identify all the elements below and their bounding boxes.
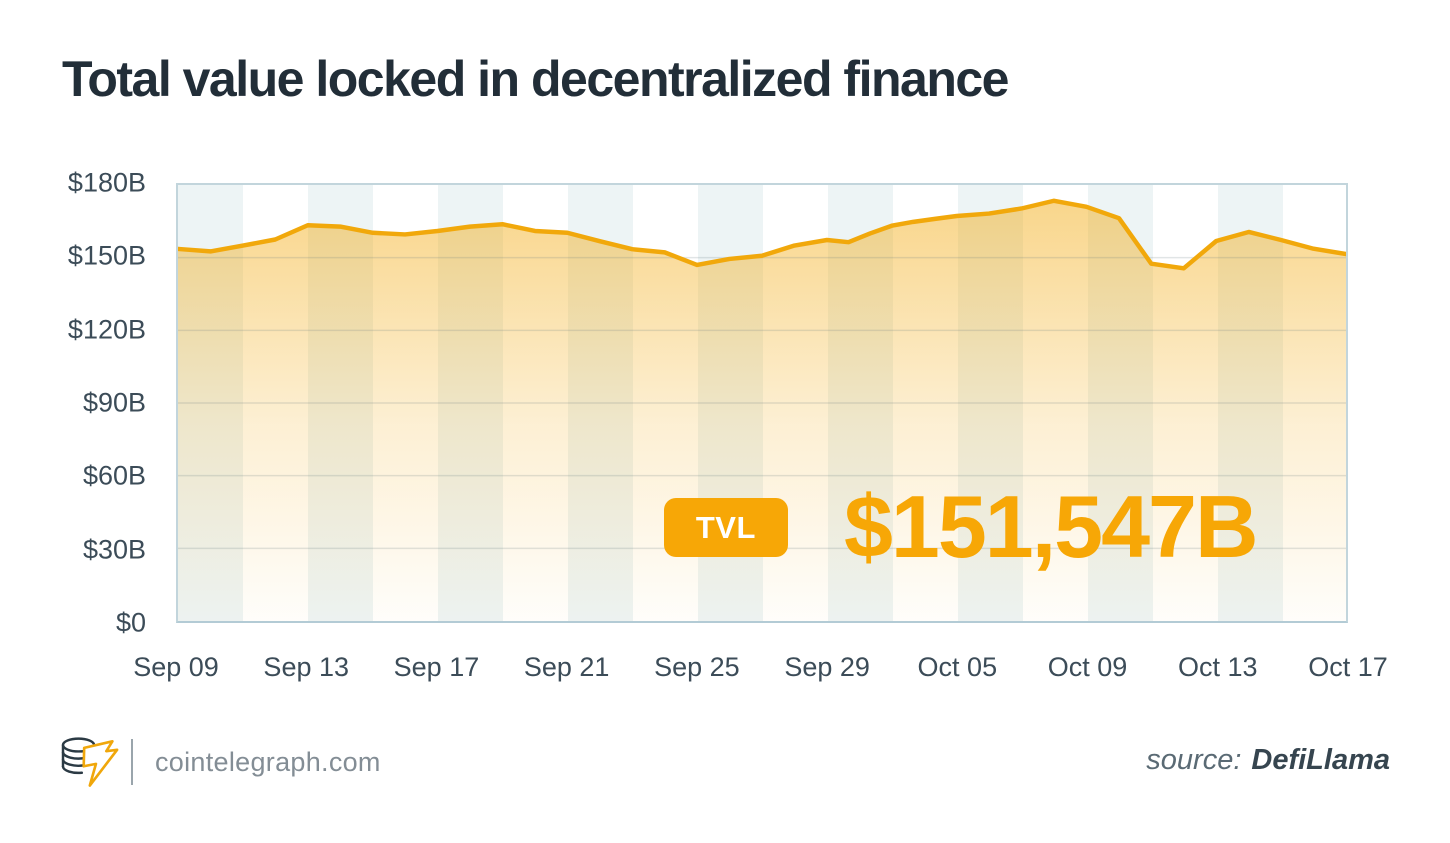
site-url: cointelegraph.com	[155, 746, 381, 777]
x-tick-label: Sep 17	[393, 652, 480, 682]
x-tick-label: Sep 29	[784, 652, 870, 682]
y-tick-label: $180B	[67, 167, 146, 198]
y-tick-label: $150B	[67, 240, 146, 271]
y-tick-label: $60B	[82, 460, 146, 491]
source-attribution: source: DefiLlama	[1146, 744, 1390, 777]
plot-area: TVL $151,547B	[176, 183, 1348, 623]
tvl-line	[178, 198, 1346, 271]
y-tick-label: $120B	[67, 314, 146, 345]
area-chart	[178, 185, 1346, 621]
y-tick-label: $0	[115, 607, 146, 638]
x-tick-label: Sep 09	[133, 652, 219, 682]
cointelegraph-logo-icon	[61, 737, 119, 787]
page-title: Total value locked in decentralized fina…	[62, 51, 1009, 107]
source-value: DefiLlama	[1251, 744, 1390, 776]
tvl-callout: TVL $151,547B	[663, 477, 1259, 577]
tvl-badge: TVL	[663, 497, 788, 557]
x-tick-label: Sep 13	[263, 652, 350, 682]
x-tick-label: Oct 05	[917, 652, 998, 682]
x-axis: Sep 09 Sep 13 Sep 17 Sep 21 Sep 25 Sep 29 Oct …	[133, 652, 1388, 688]
x-tick-label: Oct 17	[1308, 652, 1388, 682]
tvl-svg	[178, 198, 1346, 621]
lightning-bolt-icon	[82, 739, 119, 787]
footer-divider	[131, 739, 133, 785]
x-tick-label: Oct 09	[1047, 652, 1128, 682]
y-axis: $180B $150B $120B $90B $60B $30B $0	[0, 168, 146, 638]
y-tick-label: $90B	[82, 387, 146, 418]
x-tick-label: Oct 13	[1177, 652, 1258, 682]
x-tick-label: Sep 21	[523, 652, 610, 682]
tvl-current-value: $151,547B	[843, 477, 1259, 577]
y-tick-label: $30B	[82, 534, 146, 565]
footer-branding: cointelegraph.com	[55, 731, 381, 793]
tvl-area-fill	[178, 200, 1346, 621]
source-label: source:	[1146, 744, 1242, 776]
x-tick-label: Sep 25	[654, 652, 740, 682]
